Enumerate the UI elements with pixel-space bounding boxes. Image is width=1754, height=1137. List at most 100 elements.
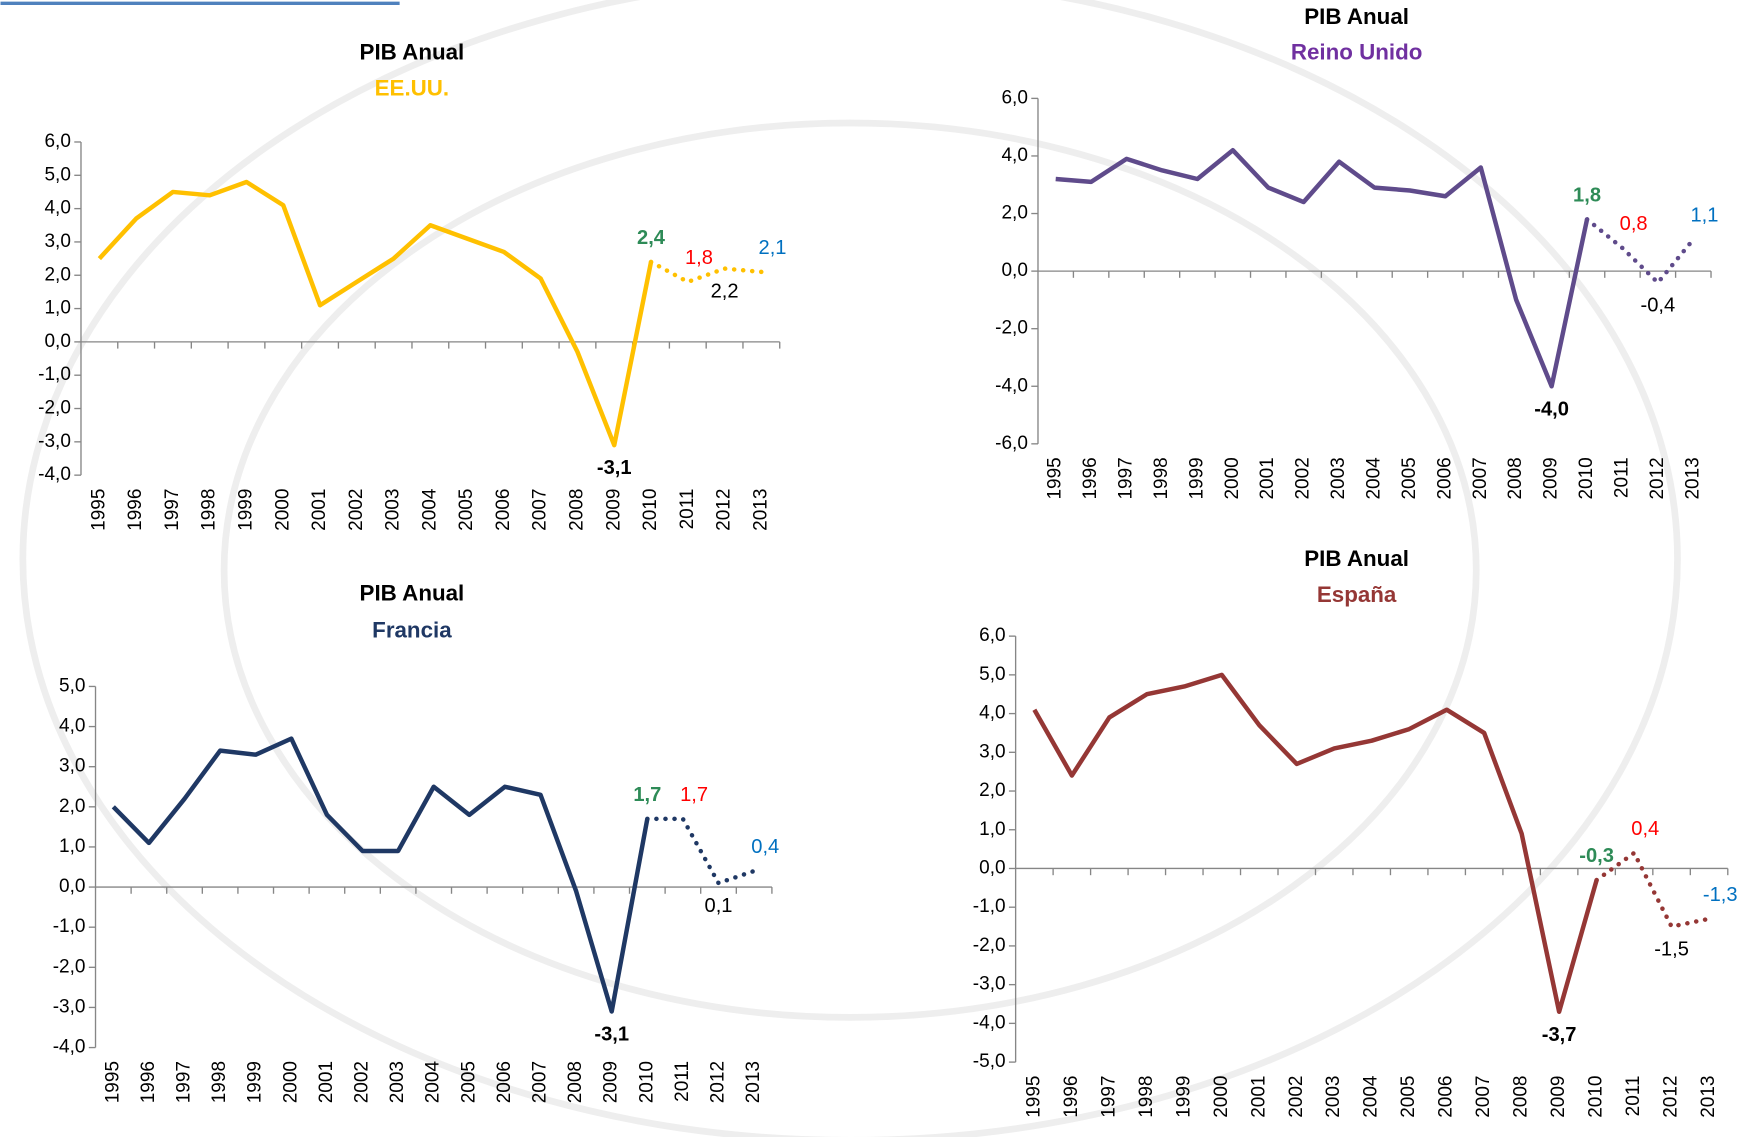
x-tick-label: 2013 (1682, 457, 1703, 499)
line (1034, 675, 1596, 1012)
x-tick-label: 2012 (1661, 1076, 1682, 1118)
y-tick-label: -3,0 (53, 996, 86, 1017)
chart-subtitle: Reino Unido (1291, 40, 1423, 65)
x-tick-label: 2011 (672, 1061, 693, 1102)
x-tick-label: 2007 (530, 1061, 551, 1103)
x-tick-label: 2003 (383, 489, 404, 531)
data-label: 1,7 (633, 784, 661, 806)
y-tick-label: 4,0 (59, 716, 85, 737)
data-label: -1,3 (1703, 884, 1738, 906)
chart-title: PIB Anual (360, 40, 465, 65)
y-tick-label: -5,0 (973, 1051, 1006, 1072)
y-tick-label: -4,0 (53, 1037, 86, 1058)
x-tick-label: 2006 (494, 1061, 515, 1103)
x-tick-label: 2002 (1286, 1076, 1307, 1118)
line (99, 182, 651, 445)
y-tick-label: 6,0 (1002, 87, 1028, 108)
y-tick-label: -6,0 (995, 433, 1028, 454)
x-tick-label: 2000 (1211, 1076, 1232, 1118)
x-tick-label: 2002 (346, 489, 367, 531)
data-label: 0,8 (1620, 213, 1648, 235)
x-tick-label: 1997 (174, 1061, 195, 1103)
x-tick-label: 2000 (1222, 457, 1243, 499)
x-tick-label: 2008 (565, 1061, 586, 1103)
x-tick-label: 2007 (530, 489, 551, 531)
data-label: -3,1 (594, 1024, 629, 1046)
y-tick-label: 0,0 (1002, 260, 1028, 281)
x-tick-label: 2000 (280, 1061, 301, 1103)
x-tick-label: 2004 (419, 488, 440, 531)
y-tick-label: 3,0 (59, 756, 85, 777)
chart-subtitle: España (1317, 582, 1397, 607)
x-tick-label: 2012 (1647, 457, 1668, 499)
data-label: 2,2 (711, 281, 739, 303)
y-tick-label: 6,0 (979, 625, 1005, 646)
x-tick-label: 2000 (272, 489, 293, 531)
data-label: 1,7 (680, 784, 708, 806)
x-tick-label: 2001 (316, 1061, 337, 1103)
x-tick-label: 2010 (1586, 1076, 1607, 1118)
x-tick-label: 2012 (708, 1061, 729, 1103)
y-tick-label: 0,0 (979, 857, 1005, 878)
x-tick-label: 1998 (1136, 1076, 1157, 1118)
x-tick-label: 2003 (1323, 1076, 1344, 1118)
x-tick-label: 2010 (636, 1061, 657, 1103)
y-tick-label: 4,0 (979, 703, 1005, 724)
x-tick-label: 2013 (1698, 1076, 1719, 1118)
chart-subtitle: Francia (372, 618, 452, 643)
x-tick-label: 2010 (640, 489, 661, 531)
x-tick-label: 2009 (601, 1061, 622, 1103)
data-label: -1,5 (1654, 939, 1689, 961)
data-label: 0,4 (1631, 818, 1659, 840)
x-tick-label: 1999 (1186, 457, 1207, 499)
y-tick-label: -3,0 (973, 974, 1006, 995)
y-tick-label: 1,0 (979, 819, 1005, 840)
x-tick-label: 2003 (387, 1061, 408, 1103)
x-tick-label: 1997 (162, 489, 183, 531)
x-tick-label: 2009 (1548, 1076, 1569, 1118)
x-tick-label: 1998 (1151, 457, 1172, 499)
y-tick-label: -4,0 (995, 375, 1028, 396)
y-tick-label: 4,0 (45, 198, 71, 219)
y-tick-label: -2,0 (38, 398, 71, 419)
x-tick-label: 1997 (1116, 457, 1137, 499)
x-tick-label: 2004 (423, 1061, 444, 1104)
x-tick-label: 2005 (456, 489, 477, 531)
x-tick-label: 2011 (677, 489, 698, 530)
line (1056, 150, 1587, 386)
data-label: 1,8 (685, 247, 713, 269)
y-tick-label: -1,0 (38, 364, 71, 385)
x-tick-label: 2007 (1470, 457, 1491, 499)
y-tick-label: 5,0 (979, 664, 1005, 685)
x-tick-label: 2013 (743, 1061, 764, 1103)
x-tick-label: 1995 (88, 489, 109, 531)
chart-subtitle: EE.UU. (375, 75, 450, 100)
y-tick-label: 1,0 (59, 836, 85, 857)
slide: PIB Anual EE.UU. -4,0 -3,0 -2,0 -1,0 0,0 1,0 2,0… (0, 0, 1754, 1137)
x-tick-label: 1998 (199, 489, 220, 531)
x-tick-label: 2008 (566, 489, 587, 531)
y-tick-label: 0,0 (59, 876, 85, 897)
x-tick-label: 1996 (138, 1061, 159, 1103)
data-label: 2,4 (637, 227, 666, 249)
y-tick-label: 2,0 (59, 796, 85, 817)
data-label: -3,7 (1542, 1024, 1577, 1046)
y-tick-label: 4,0 (1002, 145, 1028, 166)
x-tick-label: 2013 (750, 489, 771, 531)
x-tick-label: 1997 (1098, 1076, 1119, 1118)
x-tick-label: 2005 (458, 1061, 479, 1103)
y-tick-label: -2,0 (53, 956, 86, 977)
y-tick-label: -4,0 (38, 464, 71, 485)
y-tick-label: -3,0 (38, 431, 71, 452)
x-tick-label: 2002 (1293, 457, 1314, 499)
x-tick-label: 1995 (1023, 1076, 1044, 1118)
x-tick-label: 2004 (1361, 1075, 1382, 1118)
y-tick-label: 2,0 (979, 780, 1005, 801)
chart-title: PIB Anual (1304, 4, 1409, 29)
x-tick-label: 2004 (1364, 457, 1385, 500)
x-tick-label: 2006 (1436, 1076, 1457, 1118)
x-tick-label: 1996 (1080, 457, 1101, 499)
y-tick-label: 1,0 (45, 298, 71, 319)
chart-title: PIB Anual (360, 581, 465, 606)
y-tick-label: 2,0 (45, 264, 71, 285)
